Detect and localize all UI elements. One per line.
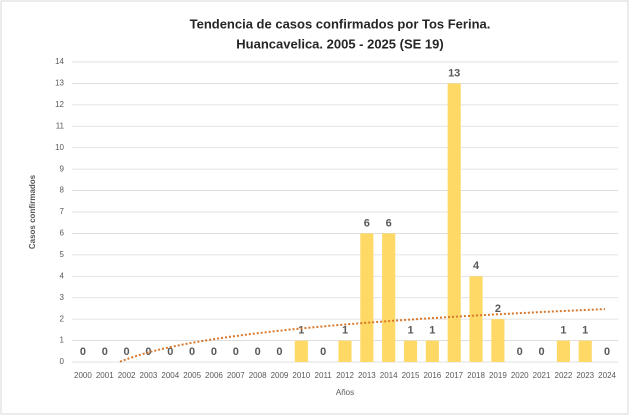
data-label: 0: [145, 346, 151, 358]
chart-title: Tendencia de casos confirmados por Tos F…: [190, 16, 491, 31]
chart-title: Huancavelica. 2005 - 2025 (SE 19): [236, 36, 443, 51]
x-tick-label: 2006: [205, 371, 223, 380]
x-tick-label: 2009: [271, 371, 289, 380]
data-label: 1: [298, 324, 304, 336]
x-tick-label: 2023: [576, 371, 594, 380]
data-label: 1: [560, 324, 566, 336]
bar: [556, 340, 570, 362]
data-label: 0: [538, 346, 544, 358]
y-tick-label: 8: [60, 186, 65, 195]
bar: [469, 276, 483, 362]
data-label: 0: [255, 346, 261, 358]
data-label: 0: [189, 346, 195, 358]
x-axis-label: Años: [336, 388, 354, 397]
y-tick-label: 2: [60, 314, 65, 323]
data-label: 0: [211, 346, 217, 358]
bar: [491, 319, 505, 362]
y-tick-label: 10: [55, 143, 64, 152]
y-tick-label: 3: [60, 293, 65, 302]
bar: [447, 83, 461, 362]
data-label: 0: [102, 346, 108, 358]
bar: [578, 340, 592, 362]
bar: [403, 340, 418, 362]
x-tick-label: 2015: [402, 371, 420, 380]
bar: [294, 340, 308, 362]
x-tick-label: 2016: [423, 371, 441, 380]
x-tick-label: 2013: [358, 371, 376, 380]
y-tick-label: 0: [60, 357, 65, 366]
bar: [360, 233, 374, 362]
x-tick-label: 2002: [118, 371, 136, 380]
data-label: 13: [448, 67, 460, 79]
data-label: 1: [582, 324, 588, 336]
y-tick-label: 7: [60, 207, 65, 216]
x-tick-label: 2022: [555, 371, 573, 380]
data-label: 0: [320, 346, 326, 358]
data-label: 1: [407, 324, 413, 336]
data-label: 1: [342, 324, 348, 336]
x-tick-label: 2020: [511, 371, 529, 380]
bar: [338, 340, 352, 362]
y-tick-label: 11: [56, 121, 65, 130]
y-tick-label: 13: [55, 79, 64, 88]
x-tick-label: 2012: [336, 371, 354, 380]
x-tick-label: 2019: [489, 371, 507, 380]
data-label: 6: [386, 217, 392, 229]
bar: [425, 340, 439, 362]
y-tick-label: 5: [60, 250, 65, 259]
y-tick-label: 6: [60, 229, 65, 238]
data-label: 0: [167, 346, 173, 358]
data-label: 6: [364, 217, 370, 229]
x-tick-label: 2005: [183, 371, 201, 380]
x-tick-label: 2018: [467, 371, 485, 380]
x-tick-label: 2014: [380, 371, 398, 380]
data-label: 0: [604, 346, 610, 358]
x-tick-label: 2001: [96, 371, 114, 380]
y-tick-label: 14: [55, 57, 64, 66]
x-tick-label: 2007: [227, 371, 245, 380]
data-label: 4: [473, 260, 480, 272]
y-tick-label: 1: [60, 336, 65, 345]
x-tick-label: 2003: [140, 371, 158, 380]
x-tick-label: 2011: [315, 371, 333, 380]
data-label: 2: [495, 303, 501, 315]
y-tick-label: 12: [55, 100, 64, 109]
data-label: 0: [233, 346, 239, 358]
y-tick-label: 9: [60, 164, 65, 173]
data-label: 0: [276, 346, 282, 358]
bar: [382, 233, 396, 362]
x-tick-label: 2024: [598, 371, 616, 380]
y-tick-label: 4: [60, 271, 65, 280]
x-tick-label: 2004: [161, 371, 179, 380]
x-tick-label: 2008: [249, 371, 267, 380]
data-label: 0: [124, 346, 130, 358]
x-tick-label: 2000: [74, 371, 92, 380]
data-label: 0: [80, 346, 86, 358]
x-tick-label: 2017: [445, 371, 463, 380]
data-label: 1: [429, 324, 435, 336]
data-label: 0: [517, 346, 523, 358]
x-tick-label: 2021: [533, 371, 551, 380]
trendline: [119, 308, 605, 363]
y-axis-label: Casos confirmados: [28, 174, 37, 249]
x-tick-label: 2010: [292, 371, 310, 380]
